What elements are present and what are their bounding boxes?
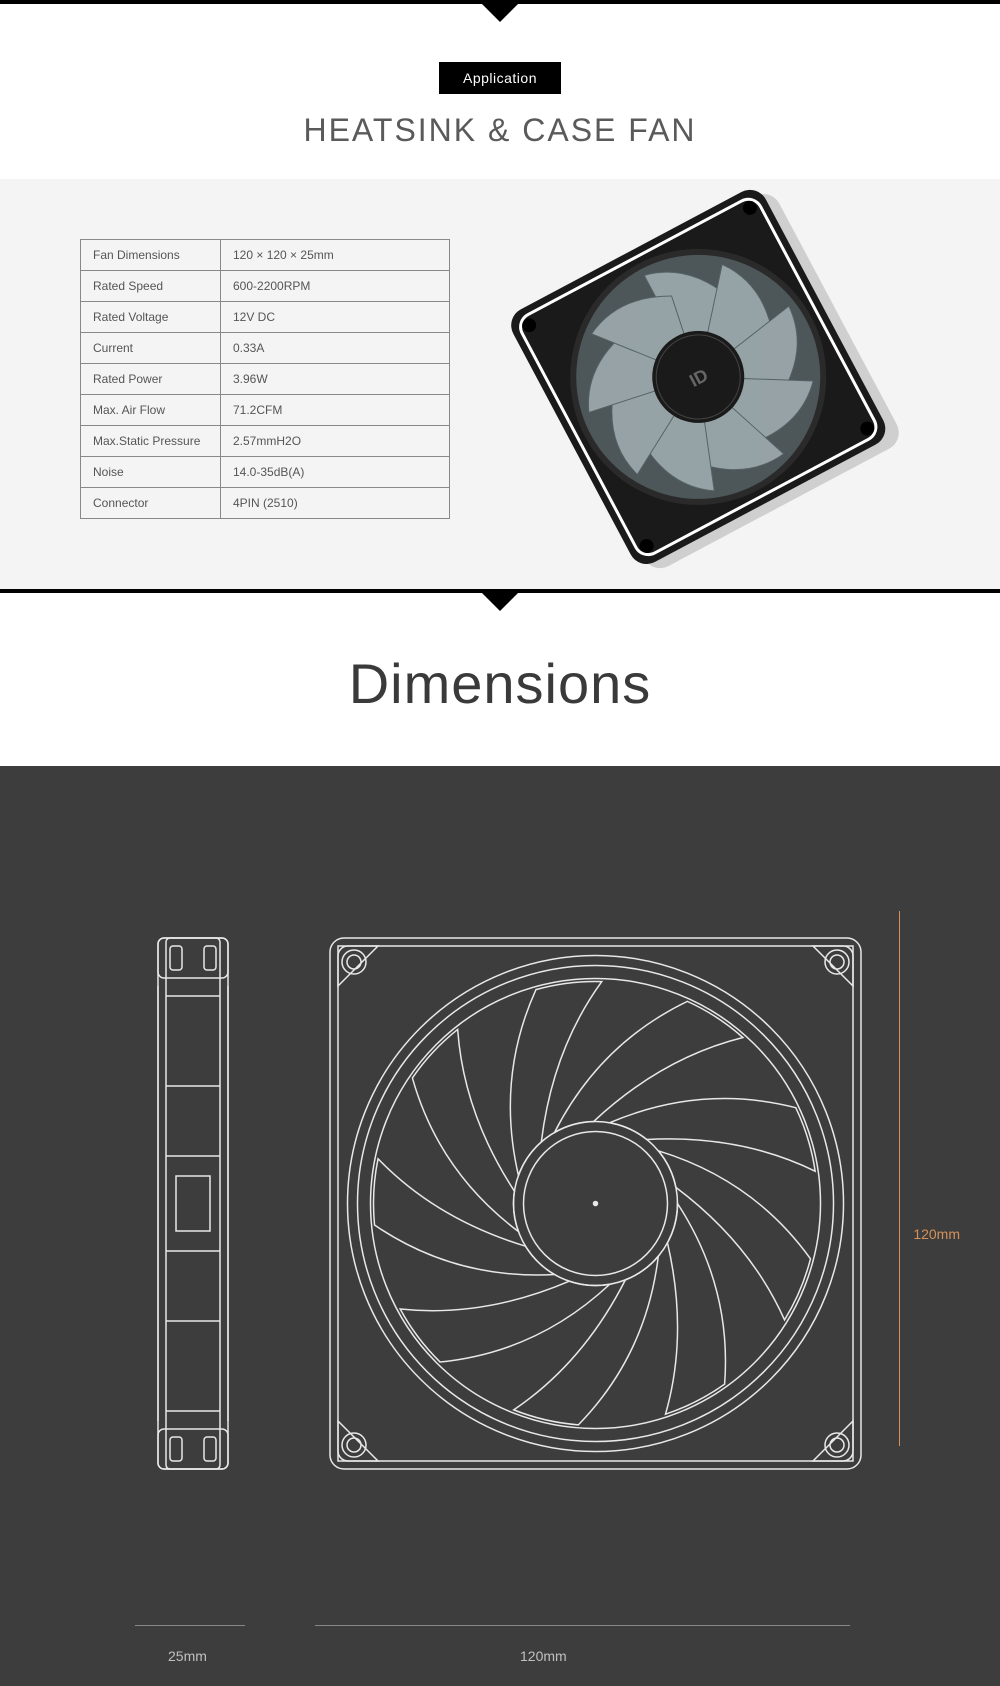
dimensions-diagram: 25mm 120mm 120mm <box>0 766 1000 1686</box>
table-row: Max. Air Flow71.2CFM <box>81 395 450 426</box>
application-header: Application HEATSINK & CASE FAN <box>0 0 1000 179</box>
spec-label: Max.Static Pressure <box>81 426 221 457</box>
spec-value: 14.0-35dB(A) <box>221 457 450 488</box>
chevron-down-icon <box>482 593 518 611</box>
spec-value: 3.96W <box>221 364 450 395</box>
table-row: Rated Speed600-2200RPM <box>81 271 450 302</box>
table-row: Fan Dimensions120 × 120 × 25mm <box>81 240 450 271</box>
spec-label: Max. Air Flow <box>81 395 221 426</box>
dimensions-header: Dimensions <box>0 589 1000 766</box>
spec-value: 2.57mmH2O <box>221 426 450 457</box>
specs-section: Fan Dimensions120 × 120 × 25mmRated Spee… <box>0 179 1000 589</box>
spec-label: Rated Speed <box>81 271 221 302</box>
product-photo: ID <box>490 219 920 539</box>
section-title: HEATSINK & CASE FAN <box>0 112 1000 149</box>
height-label: 120mm <box>913 1226 960 1242</box>
dimension-line-height <box>899 911 900 1446</box>
spec-label: Fan Dimensions <box>81 240 221 271</box>
spec-value: 4PIN (2510) <box>221 488 450 519</box>
table-row: Connector4PIN (2510) <box>81 488 450 519</box>
spec-value: 0.33A <box>221 333 450 364</box>
fan-side-view <box>138 936 248 1476</box>
spec-label: Rated Power <box>81 364 221 395</box>
dimension-line-width <box>315 1625 850 1626</box>
spec-value: 12V DC <box>221 302 450 333</box>
spec-label: Current <box>81 333 221 364</box>
table-row: Rated Power3.96W <box>81 364 450 395</box>
table-row: Noise14.0-35dB(A) <box>81 457 450 488</box>
dimensions-title: Dimensions <box>0 651 1000 716</box>
fan-product-image: ID <box>489 163 922 596</box>
table-row: Max.Static Pressure2.57mmH2O <box>81 426 450 457</box>
depth-label: 25mm <box>168 1648 207 1664</box>
spec-value: 120 × 120 × 25mm <box>221 240 450 271</box>
table-row: Rated Voltage12V DC <box>81 302 450 333</box>
specs-table: Fan Dimensions120 × 120 × 25mmRated Spee… <box>80 239 450 519</box>
dimension-line-depth <box>135 1625 245 1626</box>
spec-label: Rated Voltage <box>81 302 221 333</box>
table-row: Current0.33A <box>81 333 450 364</box>
application-badge: Application <box>439 62 561 94</box>
width-label: 120mm <box>520 1648 567 1664</box>
fan-front-view <box>328 936 863 1476</box>
chevron-down-icon <box>482 4 518 22</box>
spec-label: Noise <box>81 457 221 488</box>
spec-value: 600-2200RPM <box>221 271 450 302</box>
spec-label: Connector <box>81 488 221 519</box>
spec-value: 71.2CFM <box>221 395 450 426</box>
